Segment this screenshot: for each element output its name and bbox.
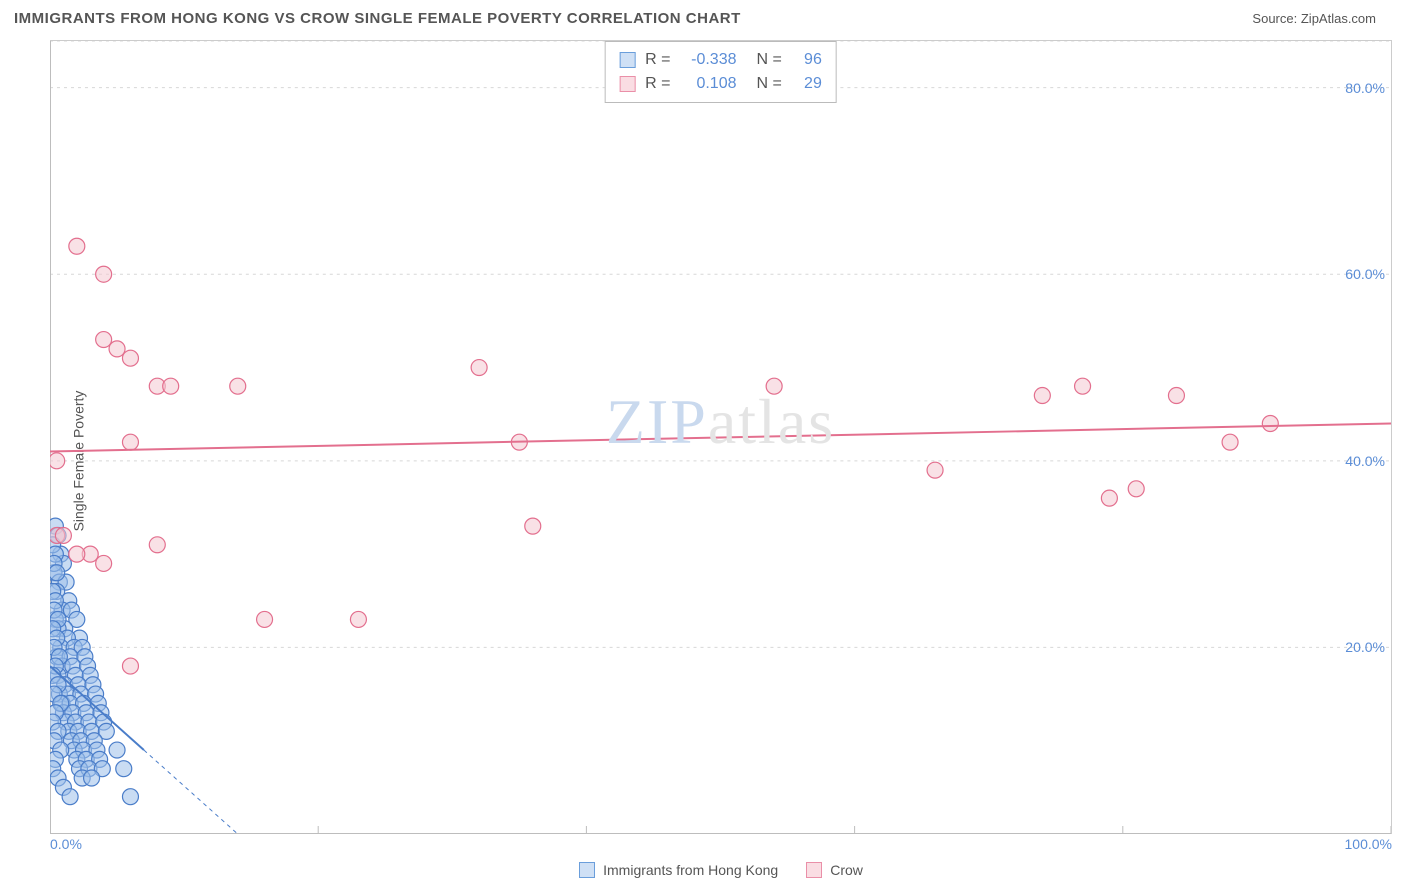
- chart-title: IMMIGRANTS FROM HONG KONG VS CROW SINGLE…: [14, 10, 741, 27]
- legend-swatch: [806, 862, 822, 878]
- legend-label: Immigrants from Hong Kong: [603, 862, 778, 878]
- plot-region: ZIPatlas R =-0.338N =96R =0.108N =29 20.…: [50, 40, 1392, 834]
- header: IMMIGRANTS FROM HONG KONG VS CROW SINGLE…: [0, 0, 1406, 33]
- r-value: -0.338: [681, 48, 737, 72]
- y-tick-label: 20.0%: [1345, 639, 1385, 655]
- source-label: Source:: [1252, 11, 1297, 26]
- source-name: ZipAtlas.com: [1301, 11, 1376, 26]
- legend-item: Crow: [806, 862, 863, 878]
- n-value: 96: [792, 48, 822, 72]
- correlation-row: R = -0.338 N = 96: [619, 48, 822, 72]
- correlation-row: R = 0.108 N = 29: [619, 72, 822, 96]
- legend-item: Immigrants from Hong Kong: [579, 862, 778, 878]
- chart-area: Single Female Poverty ZIPatlas R =-0.338…: [14, 40, 1392, 882]
- series-legend: Immigrants from Hong Kong Crow: [50, 862, 1392, 878]
- y-tick-label: 40.0%: [1345, 453, 1385, 469]
- legend-swatch: [619, 52, 635, 68]
- r-label: R =: [645, 48, 670, 72]
- correlation-legend: R = -0.338 N = 96 R = 0.108 N = 29: [604, 41, 837, 103]
- y-tick-label: 60.0%: [1345, 266, 1385, 282]
- n-label: N =: [757, 48, 782, 72]
- legend-label: Crow: [830, 862, 863, 878]
- x-tick-label: 100.0%: [1345, 836, 1392, 852]
- r-value: 0.108: [681, 72, 737, 96]
- y-tick-label: 80.0%: [1345, 80, 1385, 96]
- n-value: 29: [792, 72, 822, 96]
- n-label: N =: [757, 72, 782, 96]
- source: Source: ZipAtlas.com: [1252, 11, 1376, 26]
- r-label: R =: [645, 72, 670, 96]
- x-tick-label: 0.0%: [50, 836, 82, 852]
- legend-swatch: [619, 76, 635, 92]
- legend-swatch: [579, 862, 595, 878]
- plot-svg: [50, 41, 1391, 834]
